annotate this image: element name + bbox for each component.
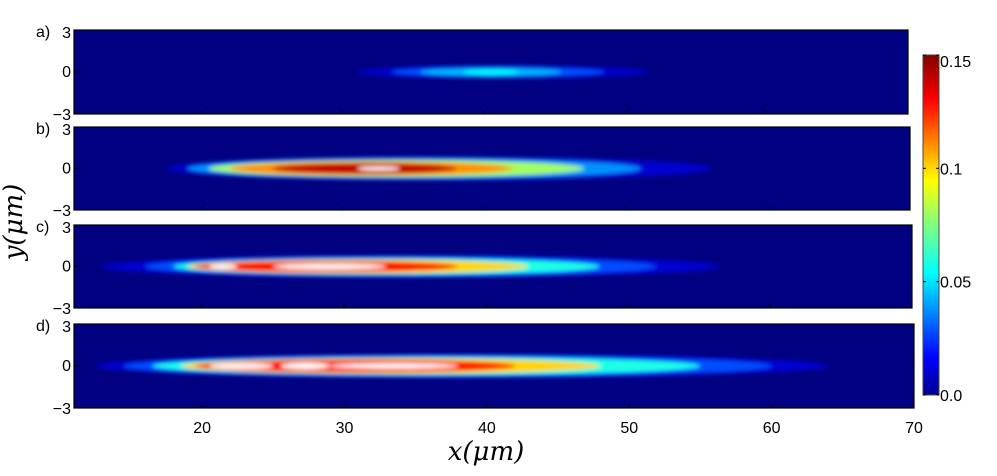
intensity-contours [355, 65, 650, 79]
intensity-contours [166, 156, 712, 181]
x-tick-label: 40 [478, 420, 496, 437]
y-tick-label: 3 [62, 220, 71, 237]
y-tick-label: −3 [53, 301, 71, 318]
y-tick-label: 3 [62, 319, 71, 336]
intensity-contour [462, 69, 520, 75]
y-tick-label: −3 [53, 107, 71, 124]
colorbar-tick-label: 0.0 [940, 388, 962, 405]
y-tick-label: 0 [62, 64, 71, 81]
panel-label: c) [36, 219, 49, 236]
x-axis: 20 30 40 50 60 70 [193, 420, 923, 437]
colorbar-tick-label: 0.05 [940, 275, 971, 292]
x-tick-label: 50 [620, 420, 638, 437]
y-tick-label: 3 [62, 122, 71, 139]
x-axis-title: x(μm) [448, 437, 525, 467]
colorbar-tick-label: 0.1 [940, 161, 962, 178]
heatmap-panel: c) 3 0 −3 [36, 219, 913, 318]
colorbar-gradient [922, 54, 940, 396]
colorbar-tick-label: 0.15 [940, 54, 971, 71]
heatmap-panel: a) 3 0 −3 [36, 24, 909, 124]
intensity-contour [208, 264, 238, 269]
y-tick-label: −3 [53, 401, 71, 418]
heatmap-panel: b) 3 0 −3 [36, 121, 911, 220]
panel-label: a) [36, 24, 50, 41]
x-tick-label: 70 [905, 420, 923, 437]
y-tick-label: −3 [53, 203, 71, 220]
intensity-contour [280, 362, 331, 370]
intensity-contours [95, 354, 829, 378]
intensity-contour [272, 263, 387, 270]
y-tick-label: 0 [62, 259, 71, 276]
y-tick-label: 3 [62, 25, 71, 42]
heatmap-panels: a) 30−3b) 30−3c) 30−3d) 30−3 [36, 24, 915, 418]
y-tick-label: 0 [62, 161, 71, 178]
intensity-contours [102, 255, 721, 278]
y-tick-label: 0 [62, 358, 71, 375]
panel-label: d) [36, 318, 50, 335]
intensity-contour [357, 166, 400, 171]
panel-label: b) [36, 121, 50, 138]
intensity-contour [209, 363, 274, 369]
x-tick-label: 30 [336, 420, 354, 437]
heatmap-panel: d) 3 0 −3 [36, 318, 915, 418]
x-tick-label: 20 [193, 420, 211, 437]
intensity-contour [330, 363, 459, 369]
x-tick-label: 60 [763, 420, 781, 437]
colorbar-ticks: 0.0 0.05 0.1 0.15 [923, 54, 971, 405]
colorbar: 0.0 0.05 0.1 0.15 [922, 54, 971, 405]
y-axis-title: y(μm) [0, 184, 29, 262]
